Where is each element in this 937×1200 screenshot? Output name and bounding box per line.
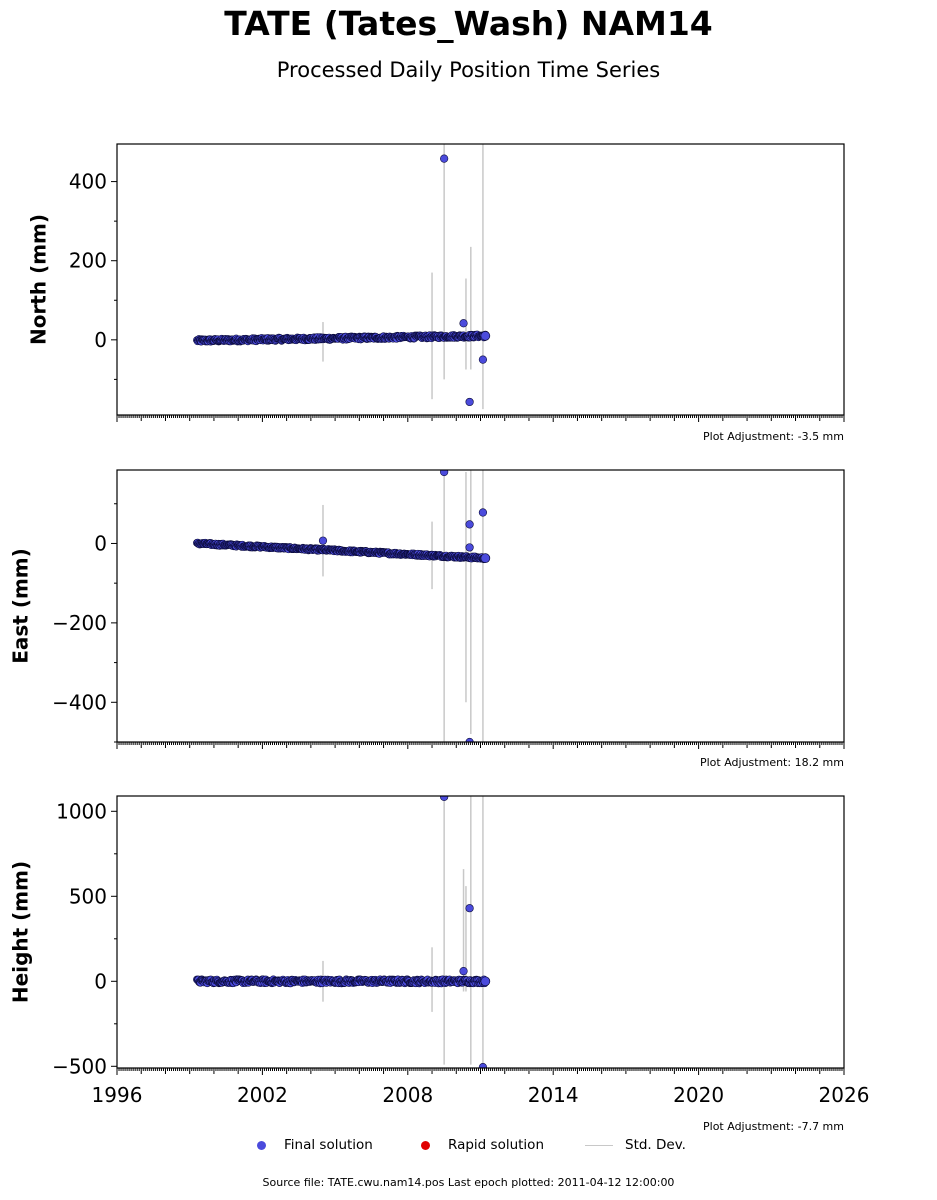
y-tick-label: 1000 [56,799,107,823]
final-solution-outlier [440,796,449,801]
legend-final: Final solution [257,1137,373,1153]
final-solution-outlier [478,355,488,364]
legend-std-label: Std. Dev. [625,1137,686,1153]
x-tick-label: 2026 [819,1083,870,1107]
legend-std-marker [585,1144,613,1146]
chart-title: TATE (Tates_Wash) NAM14 [224,4,713,43]
panel-data [193,796,491,1068]
panel-3: −500 0 500 1000 1996 2002 2008 2014 2020 2026 Heig… [9,795,870,1133]
legend-final-marker [257,1140,266,1150]
final-solution-outlier [465,737,474,742]
y-tick-label: −400 [52,690,107,714]
y-tick-label: 0 [94,969,107,993]
plot-adjustment-note: Plot Adjustment: -7.7 mm [703,1120,844,1133]
x-tick-label: 1996 [92,1083,143,1107]
plot-frame [116,143,845,416]
y-tick-label: −200 [52,611,107,635]
final-solution-outlier [465,543,474,552]
final-solution-outlier [440,154,449,163]
legend: Final solution Rapid solution Std. Dev. [0,1137,937,1159]
source-footer: Source file: TATE.cwu.nam14.pos Last epo… [262,1176,675,1189]
final-solution-outlier [465,904,474,913]
y-tick-label: 200 [69,249,107,273]
y-tick-label: 0 [94,531,107,555]
y-axis-label: East (mm) [9,548,33,664]
x-tick-label: 2008 [382,1083,433,1107]
final-solution-outlier [478,1063,488,1068]
y-tick-label: 500 [69,884,107,908]
final-solution-point [480,331,491,341]
final-solution-outlier [318,536,328,545]
final-solution-outlier [459,966,468,976]
final-solution-outlier [459,319,468,328]
plot-adjustment-note: Plot Adjustment: 18.2 mm [700,756,844,769]
final-solution-outlier [440,470,449,477]
panel-data [193,144,491,410]
legend-rapid-label: Rapid solution [448,1137,544,1153]
final-solution-outlier [478,508,488,517]
x-tick-label: 2002 [237,1083,288,1107]
final-solution-outlier [465,397,474,407]
x-tick-label: 2020 [673,1083,724,1107]
legend-final-label: Final solution [284,1137,373,1153]
y-tick-label: 400 [69,170,107,194]
final-solution-point [480,976,491,987]
panel-1: 0 200 400 North (mm) Plot Adjustment: -3.5 m… [27,143,845,443]
plot-adjustment-note: Plot Adjustment: -3.5 mm [703,430,844,443]
plot-frame [116,795,845,1069]
y-axis-label: Height (mm) [9,861,33,1003]
panel-2: −400 −200 0 East (mm) Plot Adjustment: 18.2 … [9,469,845,769]
final-solution-point [480,553,491,564]
final-solution-outlier [465,520,474,529]
legend-rapid: Rapid solution [421,1137,544,1153]
y-tick-label: 0 [94,328,107,352]
chart-subtitle: Processed Daily Position Time Series [276,58,661,82]
x-tick-label: 2014 [528,1083,579,1107]
y-axis-label: North (mm) [27,214,51,345]
y-tick-label: −500 [52,1054,107,1078]
legend-rapid-marker [421,1140,430,1150]
panel-data [193,470,491,742]
legend-std: Std. Dev. [585,1137,686,1153]
